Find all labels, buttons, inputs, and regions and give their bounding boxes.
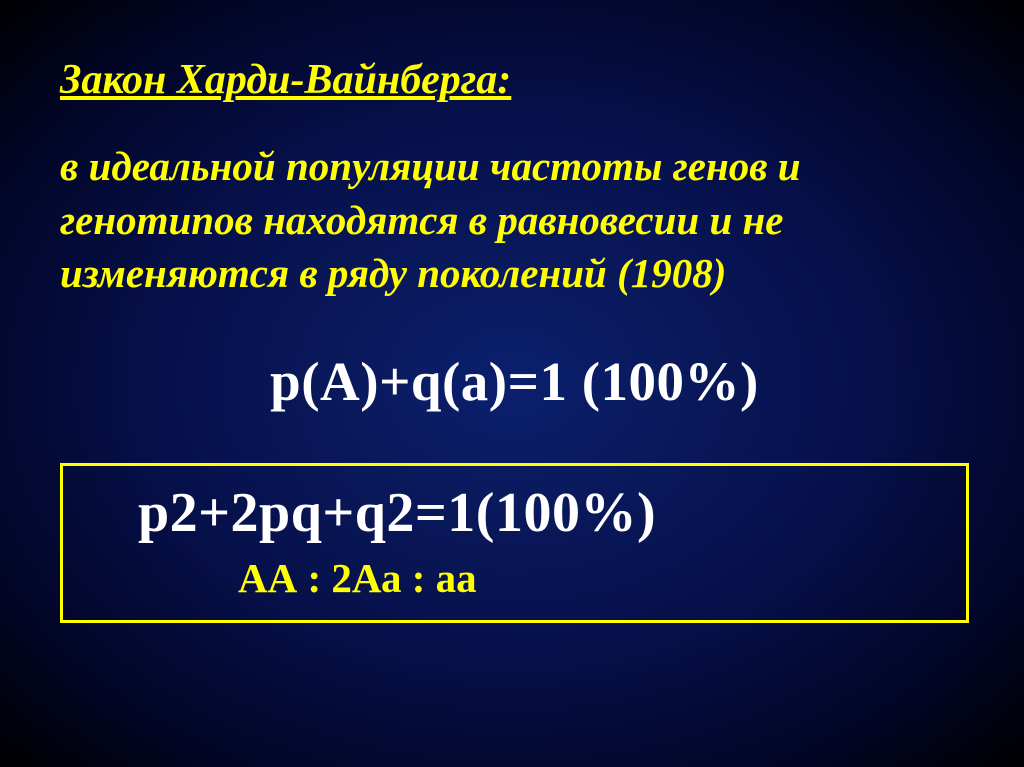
slide-content: Закон Харди-Вайнберга: в идеальной попул… — [0, 0, 1024, 413]
formula-box: p2+2pq+q2=1(100%) АА : 2Аа : аа — [60, 463, 969, 622]
slide-title: Закон Харди-Вайнберга: — [60, 55, 969, 105]
slide-description: в идеальной популяции частоты генов и ге… — [60, 140, 969, 300]
formula-allele-freq: p(A)+q(a)=1 (100%) — [60, 350, 969, 413]
formula-genotype-freq: p2+2pq+q2=1(100%) — [83, 481, 946, 545]
genotype-ratio: АА : 2Аа : аа — [83, 554, 946, 602]
